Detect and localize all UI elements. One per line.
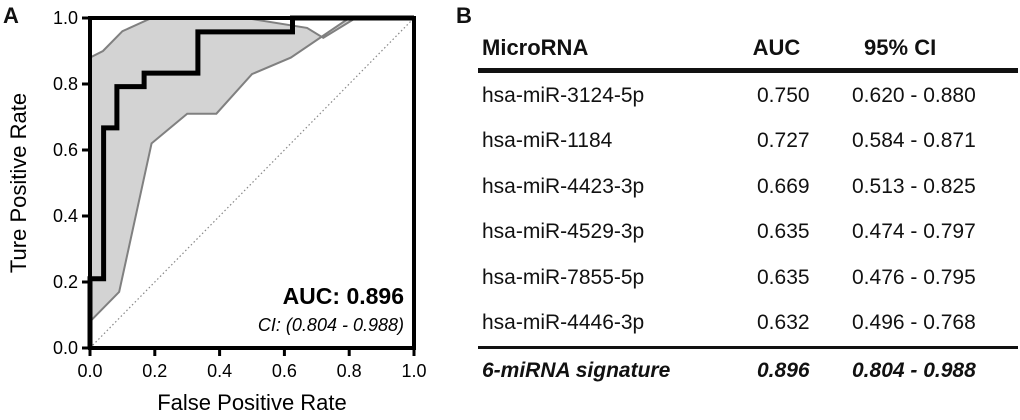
x-tick-label: 1.0	[401, 361, 426, 381]
y-tick-label: 0.2	[53, 272, 78, 292]
signature-auc: 0.896	[757, 359, 810, 382]
cell-auc: 0.750	[757, 83, 810, 107]
cell-name: hsa-miR-4529-3p	[482, 220, 645, 244]
x-tick-label: 0.6	[272, 361, 297, 381]
cell-ci: 0.474 - 0.797	[852, 220, 976, 244]
plot-frame	[88, 16, 416, 350]
cell-name: hsa-miR-1184	[482, 129, 613, 153]
table-row: hsa-miR-4446-3p 0.632 0.496 - 0.768	[478, 301, 1018, 347]
y-tick-label: 0.0	[53, 338, 78, 358]
header-microrna: MicroRNA	[482, 35, 589, 60]
cell-auc: 0.635	[757, 220, 810, 244]
auc-annotation: AUC: 0.896	[283, 283, 404, 309]
x-tick-label: 0.4	[207, 361, 232, 381]
y-tick-label: 1.0	[53, 8, 78, 28]
signature-ci: 0.804 - 0.988	[852, 359, 976, 382]
cell-auc: 0.635	[757, 265, 810, 289]
cell-name: hsa-miR-3124-5p	[482, 83, 645, 107]
cell-ci: 0.584 - 0.871	[852, 129, 976, 153]
cell-ci: 0.513 - 0.825	[852, 174, 976, 198]
cell-name: hsa-miR-4446-3p	[482, 311, 645, 335]
panel-a-letter: A	[3, 3, 19, 28]
x-tick-label: 0.2	[142, 361, 167, 381]
header-ci: 95% CI	[864, 35, 937, 60]
ci-band	[89, 17, 414, 325]
y-tick-label: 0.8	[53, 74, 78, 94]
header-auc: AUC	[752, 35, 801, 60]
signature-rule	[478, 346, 1018, 349]
cell-ci: 0.620 - 0.880	[852, 83, 976, 107]
table-body: hsa-miR-3124-5p 0.750 0.620 - 0.880 hsa-miR…	[478, 73, 1018, 346]
y-tick-label: 0.6	[53, 140, 78, 160]
roc-chart: 0.0 0.2 0.4 0.6 0.8 1.0 0.0 0.2 0.4 0.6 0.8 1.0 Fal…	[6, 8, 427, 415]
x-tick-label: 0.0	[77, 361, 102, 381]
panel-b-letter: B	[456, 3, 472, 28]
cell-auc: 0.669	[757, 174, 810, 198]
y-tick-label: 0.4	[53, 206, 78, 226]
cell-auc: 0.727	[757, 129, 810, 153]
cell-ci: 0.496 - 0.768	[852, 311, 976, 335]
table-row: hsa-miR-4423-3p 0.669 0.513 - 0.825	[478, 164, 1018, 210]
table-header: MicroRNA AUC 95% CI	[478, 28, 1018, 68]
cell-name: hsa-miR-4423-3p	[482, 174, 645, 198]
x-tick-label: 0.8	[337, 361, 362, 381]
y-axis-label: Ture Positive Rate	[6, 93, 31, 273]
reference-diagonal	[89, 17, 415, 349]
cell-auc: 0.632	[757, 311, 810, 335]
ci-annotation: CI: (0.804 - 0.988)	[258, 315, 404, 335]
auc-table: MicroRNA AUC 95% CI hsa-miR-3124-5p 0.750…	[478, 28, 1018, 393]
roc-curve	[87, 15, 414, 348]
x-axis-label: False Positive Rate	[157, 390, 347, 415]
signature-name: 6-miRNA signature	[482, 359, 671, 382]
cell-name: hsa-miR-7855-5p	[482, 265, 645, 289]
table-row: hsa-miR-4529-3p 0.635 0.474 - 0.797	[478, 210, 1018, 256]
table-row: hsa-miR-1184 0.727 0.584 - 0.871	[478, 119, 1018, 165]
table-row: hsa-miR-3124-5p 0.750 0.620 - 0.880	[478, 73, 1018, 119]
signature-row: 6-miRNA signature 0.896 0.804 - 0.988	[478, 349, 1018, 393]
table-row: hsa-miR-7855-5p 0.635 0.476 - 0.795	[478, 255, 1018, 301]
cell-ci: 0.476 - 0.795	[852, 265, 976, 289]
header-rule	[478, 68, 1018, 73]
